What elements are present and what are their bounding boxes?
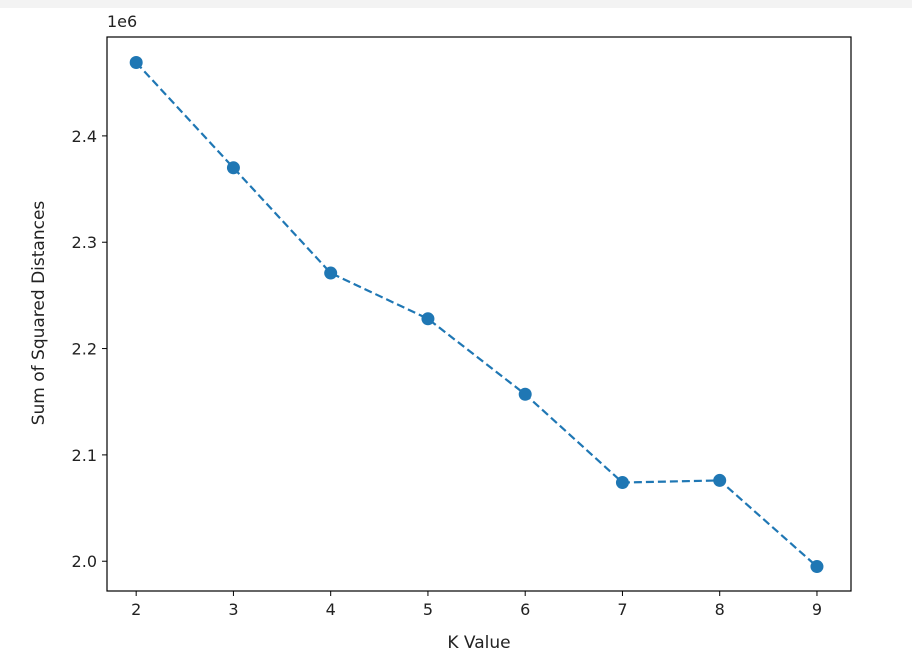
x-tick-label: 6 [520, 600, 530, 619]
x-tick-label: 7 [617, 600, 627, 619]
y-offset-label: 1e6 [107, 12, 137, 31]
data-point [129, 56, 143, 70]
x-tick-label: 2 [131, 600, 141, 619]
data-point [810, 560, 824, 574]
axes-frame [106, 36, 852, 592]
plot-area [107, 37, 851, 591]
x-tick-label: 3 [228, 600, 238, 619]
data-point [518, 387, 532, 401]
x-tick-label: 9 [812, 600, 822, 619]
data-point [615, 476, 629, 490]
x-tick-label: 4 [326, 600, 336, 619]
y-tick-label: 2.1 [72, 446, 97, 465]
data-point [324, 266, 338, 280]
y-tick-label: 2.0 [72, 552, 97, 571]
y-axis-label: Sum of Squared Distances [29, 201, 49, 426]
y-tick-label: 2.2 [72, 340, 97, 359]
x-tick-label: 5 [423, 600, 433, 619]
x-tick-label: 8 [715, 600, 725, 619]
y-tick-label: 2.3 [72, 233, 97, 252]
data-point [421, 312, 435, 326]
window-top-bar [0, 0, 912, 8]
data-point [226, 161, 240, 175]
x-axis-label: K Value [447, 633, 510, 653]
data-point [713, 473, 727, 487]
y-tick-label: 2.4 [72, 127, 97, 146]
